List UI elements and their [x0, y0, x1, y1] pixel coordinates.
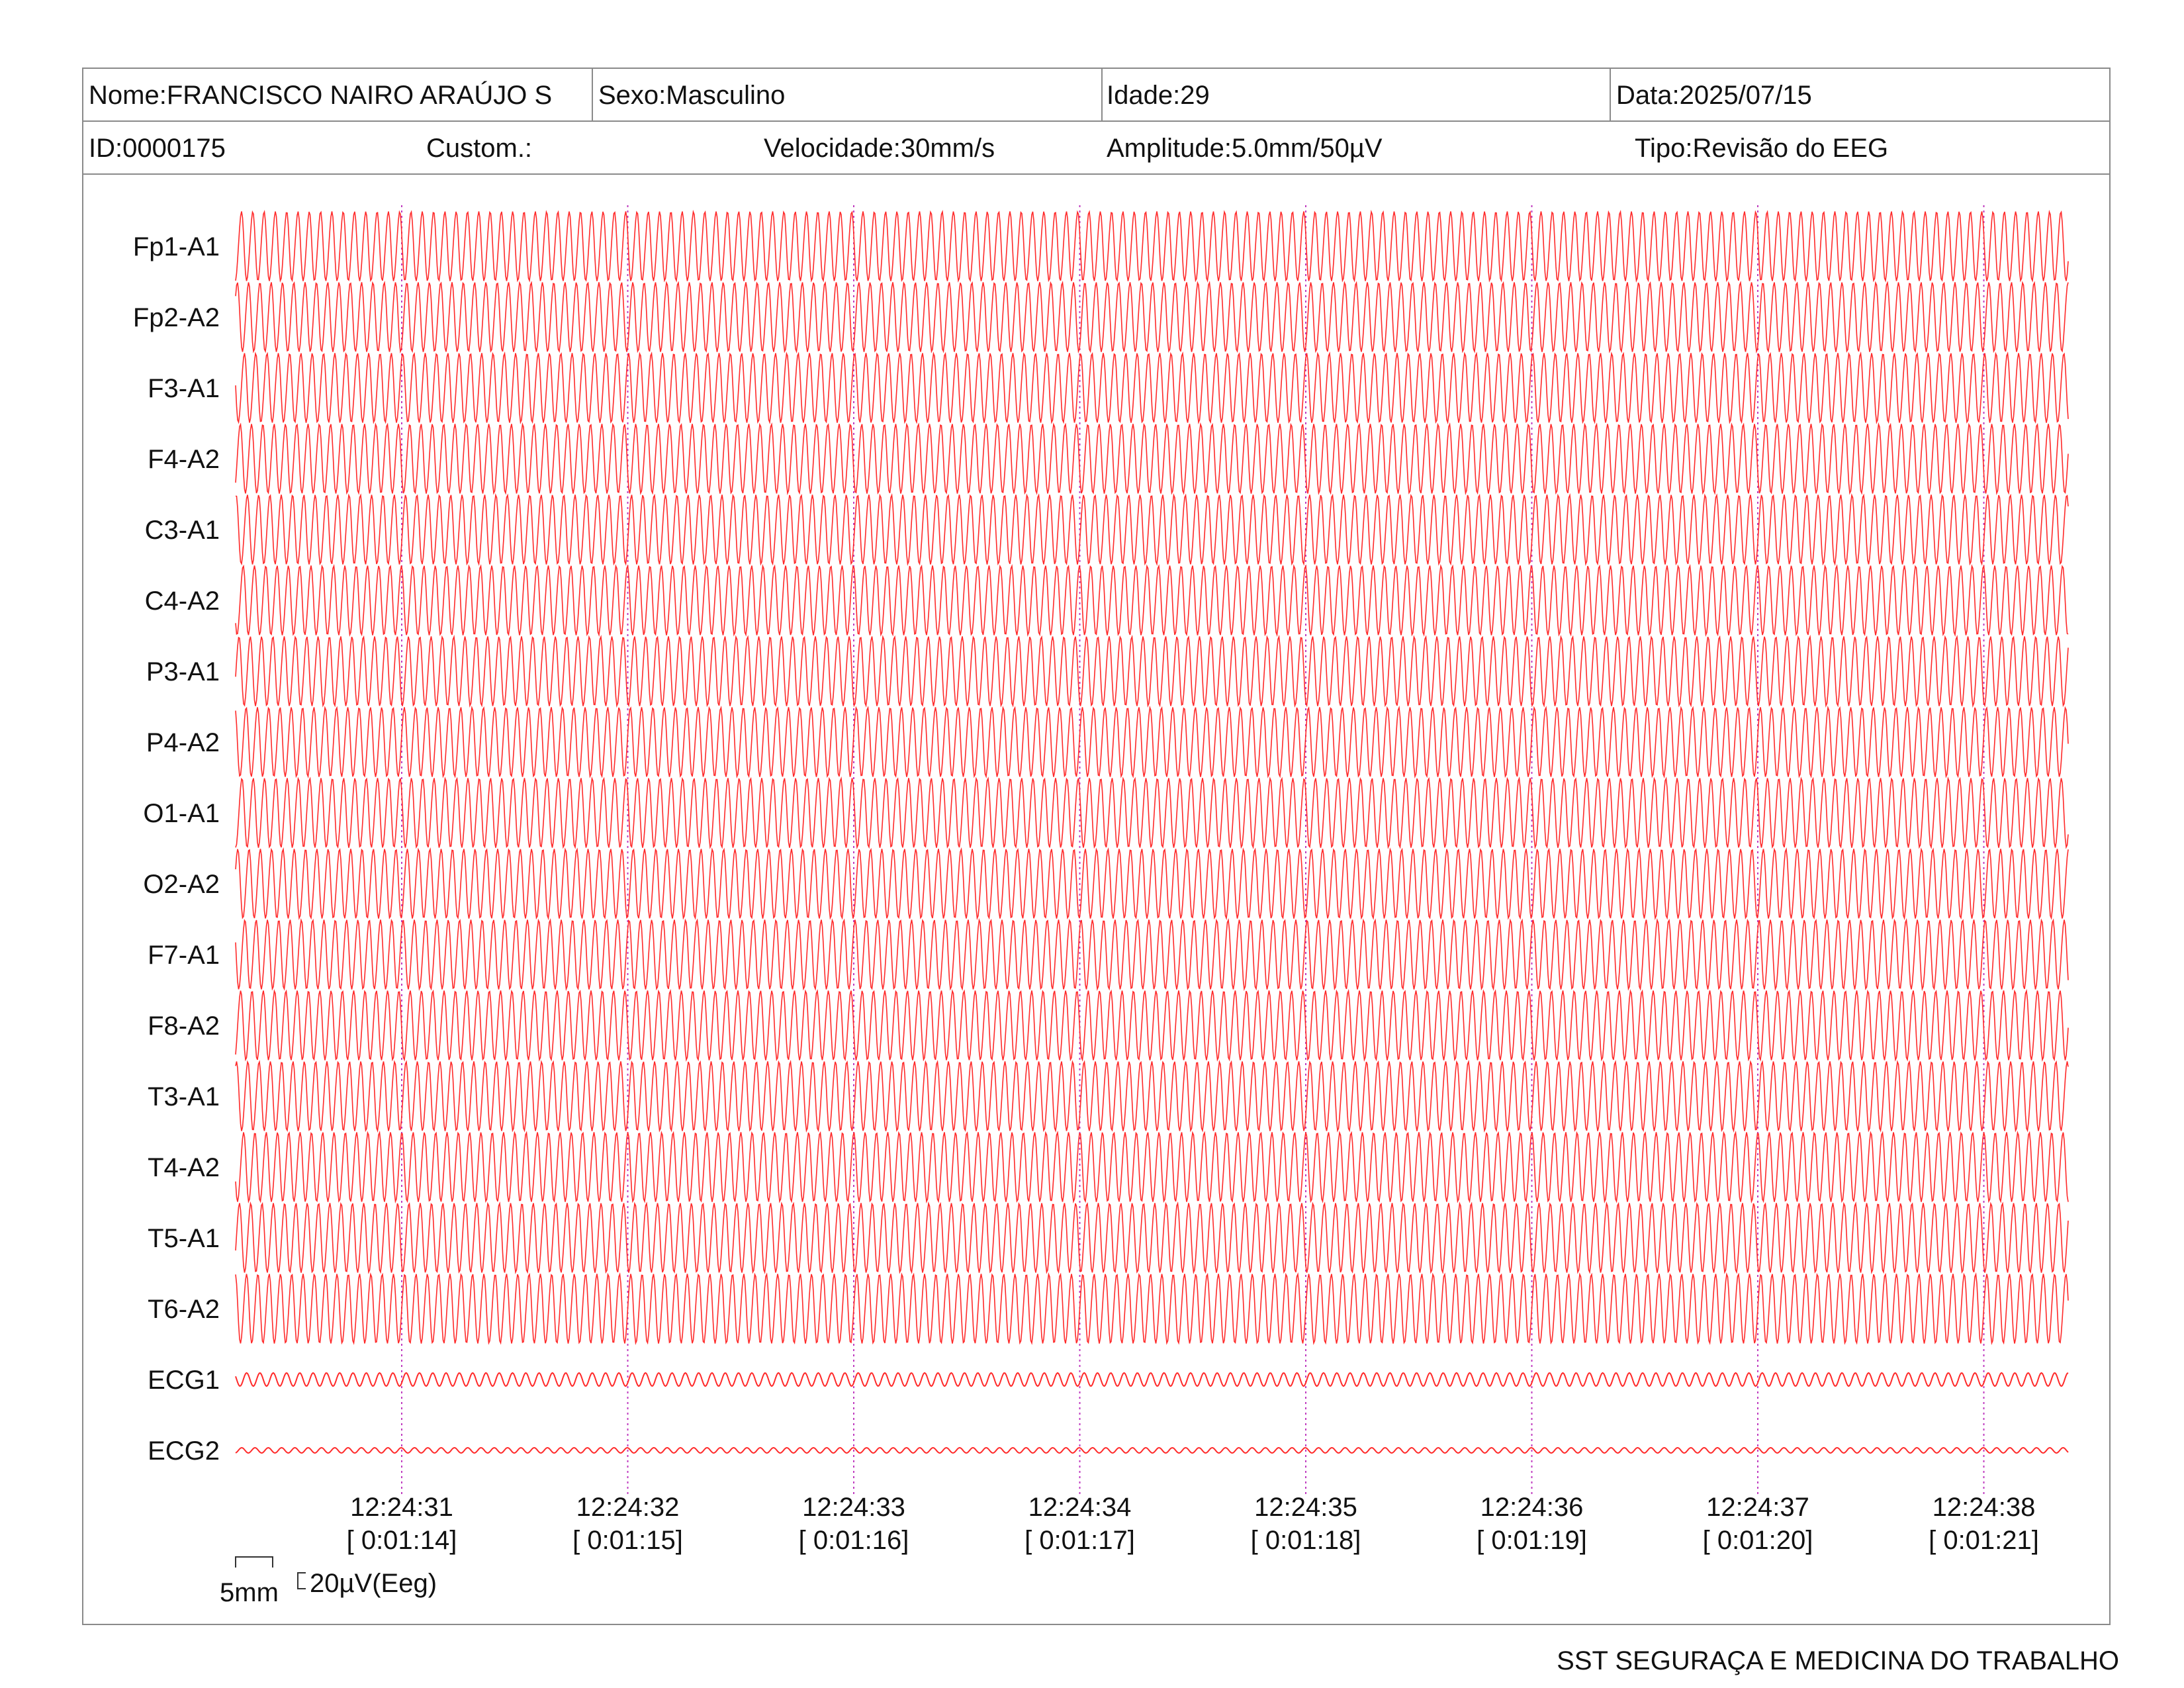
amplitude-scale-label: 20µV(Eeg)	[310, 1569, 437, 1598]
trace-t3-a1	[235, 1059, 2069, 1133]
channel-label: ECG1	[148, 1366, 220, 1395]
trace-f3-a1	[235, 351, 2069, 425]
time-label-elapsed: [ 0:01:20]	[1703, 1526, 1813, 1555]
channel-label: Fp2-A2	[133, 303, 220, 332]
channel-label: T4-A2	[148, 1153, 220, 1182]
time-scale-label: 5mm	[220, 1578, 279, 1607]
time-label-elapsed: [ 0:01:17]	[1024, 1526, 1135, 1555]
trace-p4-a2	[235, 705, 2069, 779]
trace-t5-a1	[235, 1201, 2069, 1275]
trace-c4-a2	[235, 563, 2069, 637]
time-label-elapsed: [ 0:01:18]	[1251, 1526, 1361, 1555]
time-label-clock: 12:24:33	[802, 1493, 905, 1522]
trace-ecg1	[235, 1372, 2069, 1387]
patient-id: ID:0000175	[89, 134, 226, 163]
trace-ecg2	[235, 1446, 2069, 1454]
time-label-clock: 12:24:36	[1480, 1493, 1584, 1522]
calibration-marker	[235, 1556, 306, 1589]
exam-date: Data:2025/07/15	[1616, 81, 1812, 110]
time-scale-bracket	[235, 1556, 273, 1568]
trace-p3-a1	[235, 634, 2069, 708]
trace-fp2-a2	[235, 280, 2069, 354]
channel-label: F7-A1	[148, 941, 220, 970]
trace-o2-a2	[235, 847, 2069, 921]
trace-o1-a1	[235, 776, 2069, 850]
recording-speed: Velocidade:30mm/s	[764, 134, 995, 163]
header-divider	[592, 69, 593, 120]
footer-company: SST SEGURAÇA E MEDICINA DO TRABALHO	[1557, 1646, 2119, 1675]
time-label-clock: 12:24:34	[1028, 1493, 1132, 1522]
channel-label: Fp1-A1	[133, 232, 220, 261]
channel-label: ECG2	[148, 1436, 220, 1466]
header-divider	[1101, 69, 1103, 120]
amplitude-scale-bracket	[297, 1572, 306, 1589]
time-label-elapsed: [ 0:01:19]	[1477, 1526, 1587, 1555]
channel-label: T5-A1	[148, 1224, 220, 1253]
time-label-clock: 12:24:38	[1933, 1493, 2036, 1522]
channel-label: P4-A2	[146, 728, 220, 757]
time-marker-lines	[401, 205, 1985, 1497]
time-label-clock: 12:24:35	[1254, 1493, 1357, 1522]
channel-label: F8-A2	[148, 1011, 220, 1041]
recording-amplitude: Amplitude:5.0mm/50µV	[1107, 134, 1383, 163]
time-label-elapsed: [ 0:01:16]	[799, 1526, 909, 1555]
exam-type: Tipo:Revisão do EEG	[1635, 134, 1889, 163]
patient-name: Nome:FRANCISCO NAIRO ARAÚJO S	[89, 81, 553, 110]
time-label-clock: 12:24:32	[576, 1493, 680, 1522]
channel-label: C4-A2	[145, 586, 220, 616]
channel-label: F4-A2	[148, 445, 220, 474]
channel-label: O1-A1	[143, 799, 220, 828]
trace-t6-a2	[235, 1272, 2069, 1346]
trace-f8-a2	[235, 988, 2069, 1062]
header-divider	[1610, 69, 1611, 120]
patient-age: Idade:29	[1107, 81, 1210, 110]
trace-f7-a1	[235, 917, 2069, 992]
eeg-traces	[235, 209, 2069, 1454]
report-frame: Nome:FRANCISCO NAIRO ARAÚJO S Sexo:Mascu…	[82, 68, 2111, 1625]
header-row-exam: ID:0000175 Custom.: Velocidade:30mm/s Am…	[83, 122, 2109, 175]
channel-label: F3-A1	[148, 374, 220, 403]
time-labels: 12:24:31 [ 0:01:14] 12:24:32 [ 0:01:15] 12:2…	[347, 1493, 2039, 1555]
channel-label: C3-A1	[145, 516, 220, 545]
channel-labels: Fp1-A1 Fp2-A2 F3-A1 F4-A2 C3-A1 C4-A2 P3-A1 P4-…	[133, 232, 220, 1466]
time-label-elapsed: [ 0:01:21]	[1929, 1526, 2039, 1555]
patient-sex: Sexo:Masculino	[598, 81, 786, 110]
trace-c3-a1	[235, 492, 2069, 567]
custom-field: Custom.:	[426, 134, 533, 163]
time-label-elapsed: [ 0:01:14]	[347, 1526, 457, 1555]
trace-f4-a2	[235, 422, 2069, 496]
trace-t4-a2	[235, 1131, 2069, 1204]
channel-label: P3-A1	[146, 657, 220, 686]
time-label-elapsed: [ 0:01:15]	[572, 1526, 683, 1555]
channel-label: T6-A2	[148, 1295, 220, 1324]
time-label-clock: 12:24:37	[1706, 1493, 1809, 1522]
time-label-clock: 12:24:31	[350, 1493, 453, 1522]
channel-label: T3-A1	[148, 1082, 220, 1111]
trace-fp1-a1	[235, 209, 2069, 283]
header-row-patient: Nome:FRANCISCO NAIRO ARAÚJO S Sexo:Mascu…	[83, 69, 2109, 122]
channel-label: O2-A2	[143, 870, 220, 899]
